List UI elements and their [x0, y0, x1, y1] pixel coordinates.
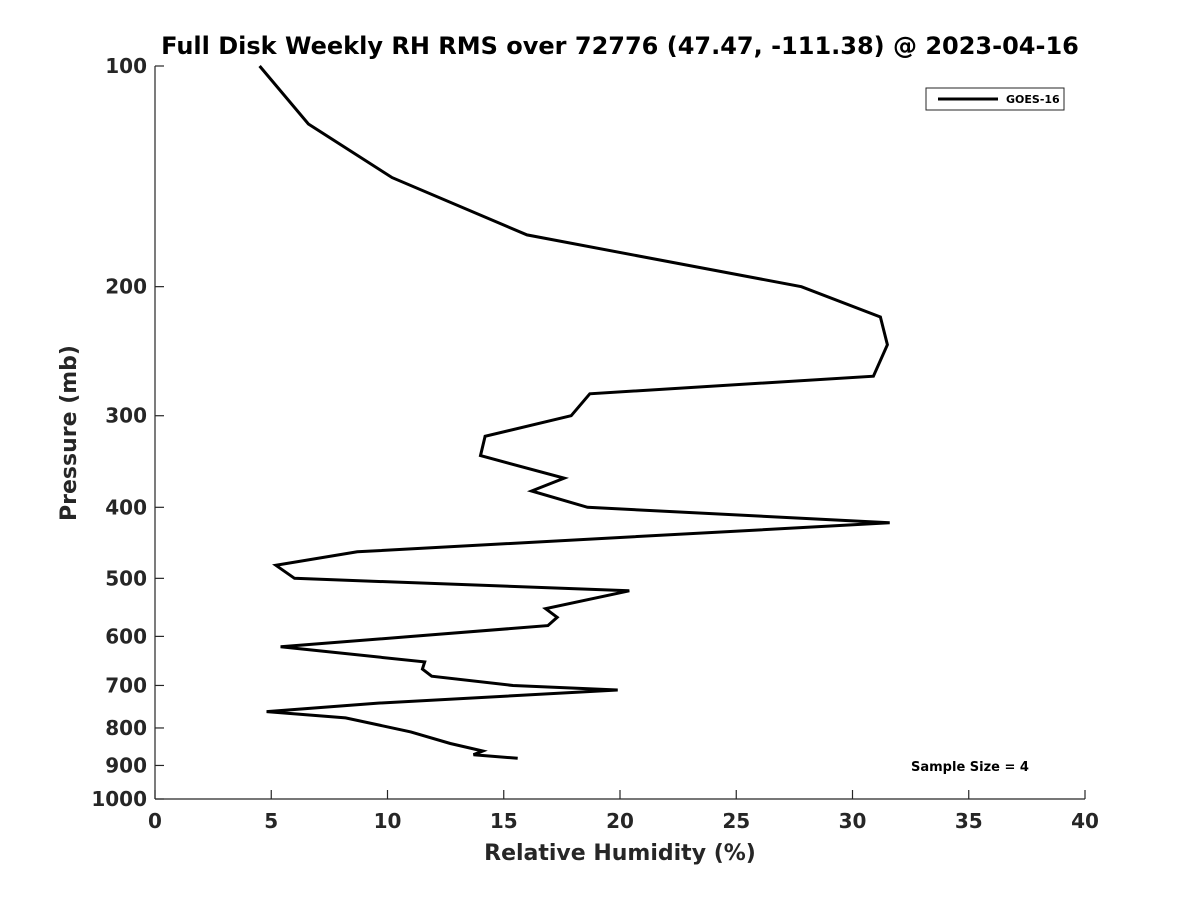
- y-tick-label-700: 700: [105, 673, 147, 697]
- x-tick-label-20: 20: [606, 809, 634, 833]
- x-tick-label-25: 25: [722, 809, 750, 833]
- series-layer: [258, 65, 890, 760]
- y-tick-label-600: 600: [105, 624, 147, 648]
- y-tick-label-100: 100: [105, 54, 147, 78]
- y-tick-label-900: 900: [105, 753, 147, 777]
- x-tick-label-5: 5: [264, 809, 278, 833]
- y-tick-label-500: 500: [105, 566, 147, 590]
- y-tick-label-800: 800: [105, 716, 147, 740]
- series-line-goes-16: [258, 65, 890, 760]
- y-ticks: 100 200 300 400 500 600 700 800 900 1000: [91, 54, 164, 811]
- plot-axes: [154, 66, 1085, 800]
- y-tick-label-1000: 1000: [91, 787, 147, 811]
- y-tick-label-300: 300: [105, 404, 147, 428]
- x-ticks: 0 5 10 15 20 25 30 35 40: [148, 790, 1099, 833]
- y-tick-label-200: 200: [105, 275, 147, 299]
- x-tick-label-40: 40: [1071, 809, 1099, 833]
- chart-title: Full Disk Weekly RH RMS over 72776 (47.4…: [161, 32, 1079, 60]
- y-tick-label-400: 400: [105, 495, 147, 519]
- sample-size-annotation: Sample Size = 4: [911, 760, 1029, 775]
- x-tick-label-15: 15: [490, 809, 518, 833]
- x-tick-label-0: 0: [148, 809, 162, 833]
- legend-label-goes-16: GOES-16: [1006, 93, 1060, 106]
- legend: GOES-16: [925, 87, 1065, 111]
- x-tick-label-35: 35: [955, 809, 983, 833]
- x-axis-label: Relative Humidity (%): [484, 841, 756, 866]
- x-tick-label-30: 30: [839, 809, 867, 833]
- y-axis-label: Pressure (mb): [57, 345, 82, 521]
- x-tick-label-10: 10: [374, 809, 402, 833]
